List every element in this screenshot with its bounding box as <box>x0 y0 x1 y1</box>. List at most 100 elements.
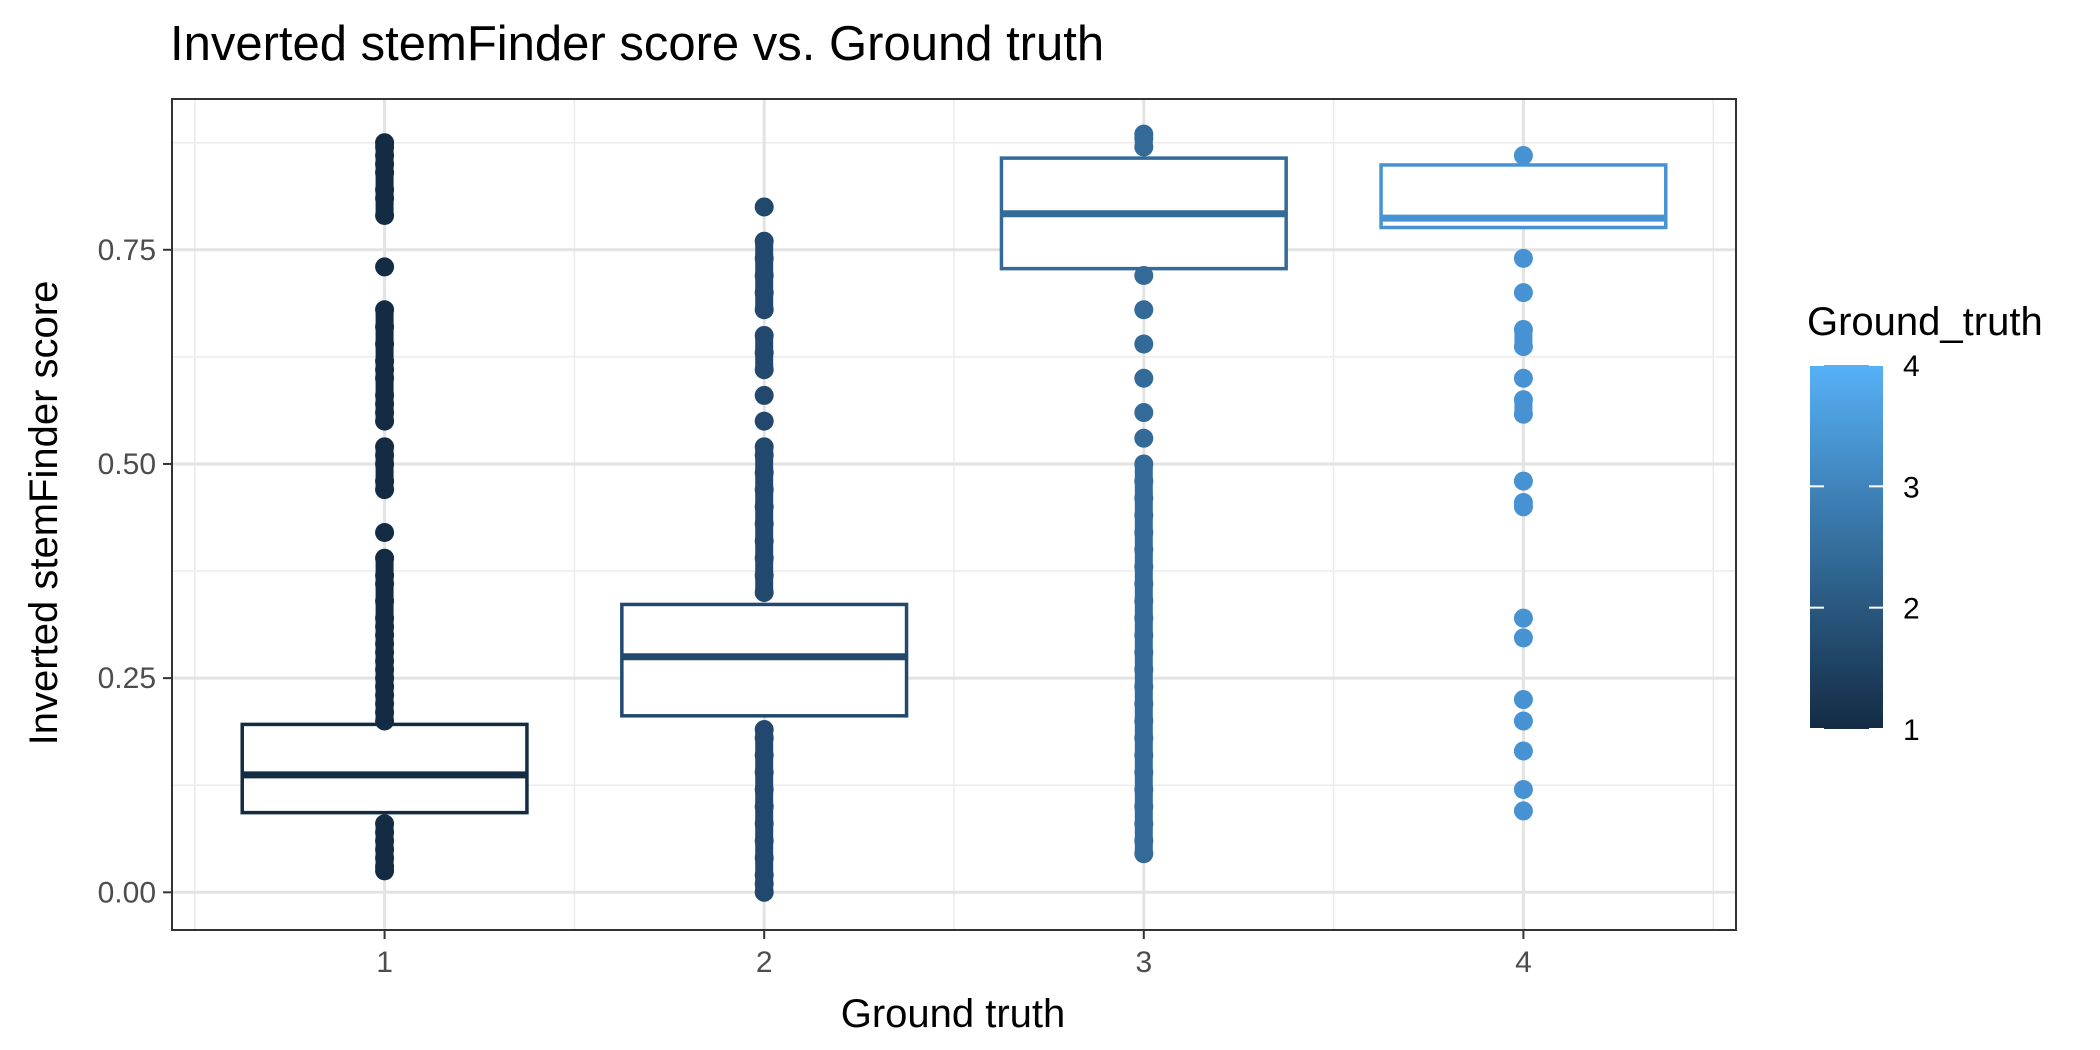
data-point <box>754 300 774 320</box>
data-point <box>1134 368 1154 388</box>
data-point <box>375 437 395 457</box>
data-point <box>1513 711 1533 731</box>
data-point <box>1513 404 1533 424</box>
data-point <box>1134 762 1154 782</box>
data-point <box>1134 728 1154 748</box>
data-point <box>754 411 774 431</box>
data-point <box>754 531 774 551</box>
data-point <box>375 206 395 226</box>
data-point <box>754 463 774 483</box>
legend-break-label: 2 <box>1903 593 1920 626</box>
data-point <box>754 343 774 363</box>
data-point <box>375 351 395 371</box>
box-layer <box>240 156 1668 815</box>
data-point <box>754 197 774 217</box>
data-point <box>1134 625 1154 645</box>
data-point <box>754 497 774 517</box>
data-point <box>1134 403 1154 423</box>
chart-title: Inverted stemFinder score vs. Ground tru… <box>170 17 1104 71</box>
data-point <box>375 814 395 834</box>
data-point <box>1134 814 1154 834</box>
data-point <box>375 565 395 585</box>
legend-colorbar <box>1810 365 1883 729</box>
data-point <box>754 848 774 868</box>
data-point <box>1134 471 1154 491</box>
x-tick-label: 1 <box>376 946 393 979</box>
data-point <box>1513 801 1533 821</box>
box-group-2 <box>620 602 909 718</box>
points-group-4 <box>1513 146 1533 821</box>
data-point <box>375 300 395 320</box>
data-point <box>1134 694 1154 714</box>
data-point <box>1134 300 1154 320</box>
data-point <box>1134 265 1154 285</box>
box-group-1 <box>240 722 529 815</box>
data-point <box>754 565 774 585</box>
data-point <box>754 265 774 285</box>
data-point <box>754 797 774 817</box>
data-point <box>754 762 774 782</box>
x-tick-label: 2 <box>756 946 773 979</box>
data-point <box>1513 628 1533 648</box>
legend-break-label: 3 <box>1903 471 1920 504</box>
data-point <box>754 780 774 800</box>
data-point <box>1513 471 1533 491</box>
y-tick-label: 0.50 <box>98 448 156 481</box>
data-point <box>1134 608 1154 628</box>
x-tick-label: 4 <box>1515 946 1532 979</box>
data-point <box>754 831 774 851</box>
data-point <box>375 133 395 153</box>
box-rect <box>240 722 529 815</box>
data-point <box>1134 488 1154 508</box>
data-point <box>1134 780 1154 800</box>
points-layer <box>375 124 1533 902</box>
data-point <box>1513 390 1533 410</box>
y-tick-label: 0.75 <box>98 234 156 267</box>
points-group-3 <box>1134 124 1154 864</box>
points-group-2 <box>754 197 774 902</box>
y-tick-label: 0.00 <box>98 876 156 909</box>
data-point <box>1134 334 1154 354</box>
data-point <box>375 317 395 337</box>
data-point <box>1513 319 1533 339</box>
data-point <box>375 548 395 568</box>
data-point <box>754 437 774 457</box>
points-group-1 <box>375 133 395 881</box>
data-point <box>1134 574 1154 594</box>
data-point <box>754 248 774 268</box>
data-point <box>1134 540 1154 560</box>
data-point <box>1513 493 1533 513</box>
legend-title: Ground_truth <box>1807 300 2043 344</box>
legend-break-label: 4 <box>1903 350 1920 383</box>
data-point <box>1513 690 1533 710</box>
data-point <box>1134 522 1154 542</box>
data-point <box>1134 831 1154 851</box>
data-point <box>754 514 774 534</box>
data-point <box>1513 368 1533 388</box>
data-point <box>375 180 395 200</box>
axis-layer: 0.00 0.25 0.50 0.75 1 2 3 4 <box>98 234 1532 979</box>
data-point <box>1134 454 1154 474</box>
data-point <box>754 745 774 765</box>
y-axis-title: Inverted stemFinder score <box>22 281 66 746</box>
box-group-3 <box>999 156 1288 271</box>
data-point <box>754 582 774 602</box>
data-point <box>1513 741 1533 761</box>
data-point <box>1134 797 1154 817</box>
data-point <box>1134 660 1154 680</box>
x-axis-title: Ground truth <box>841 992 1066 1036</box>
data-point <box>1513 780 1533 800</box>
data-point <box>1513 608 1533 628</box>
data-point <box>375 608 395 628</box>
data-point <box>754 548 774 568</box>
data-point <box>1134 745 1154 765</box>
data-point <box>375 522 395 542</box>
data-point <box>754 720 774 740</box>
box-group-4 <box>1379 163 1668 230</box>
data-point <box>754 865 774 885</box>
data-point <box>754 325 774 345</box>
y-tick-label: 0.25 <box>98 662 156 695</box>
data-point <box>1513 248 1533 268</box>
data-point <box>754 283 774 303</box>
